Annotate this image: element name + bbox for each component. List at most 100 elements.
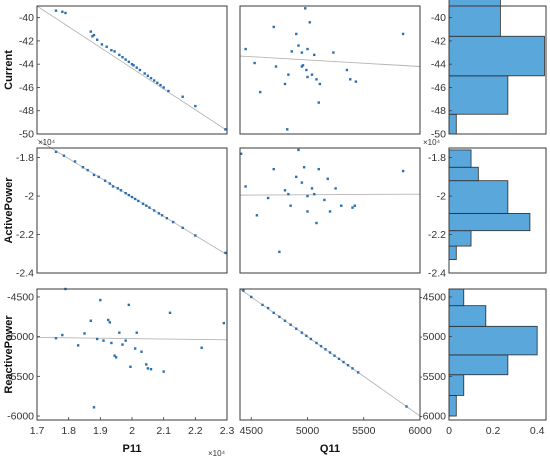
- data-point: [135, 66, 138, 69]
- data-point: [289, 323, 292, 326]
- data-point: [244, 47, 247, 51]
- panel-frame: [239, 5, 421, 135]
- data-point: [326, 177, 329, 180]
- hist-y-tick-label: -5500: [419, 371, 446, 383]
- data-point: [91, 35, 94, 38]
- data-point: [146, 74, 150, 78]
- data-point: [135, 331, 138, 334]
- hist-bar: [448, 113, 457, 135]
- x-tick-label: 5000: [296, 425, 320, 437]
- data-point: [99, 298, 102, 302]
- x-tick-label: 2.3: [220, 425, 235, 437]
- data-point: [119, 189, 123, 192]
- data-point: [156, 81, 159, 84]
- data-point: [132, 64, 135, 67]
- panel-r0-c0: -40 -42 -44 -46 -48 -50: [19, 5, 228, 141]
- data-point: [113, 354, 116, 357]
- hist-y-tick-label: -6000: [419, 411, 446, 423]
- hist-y-tick-label: -5000: [419, 331, 446, 343]
- y-tick-label: -5500: [7, 371, 34, 383]
- data-point: [272, 25, 275, 29]
- data-point: [351, 206, 354, 209]
- data-point: [297, 148, 300, 152]
- data-point: [283, 189, 287, 192]
- data-point: [295, 175, 298, 179]
- data-point: [306, 210, 309, 213]
- data-point: [61, 10, 64, 14]
- data-point: [323, 198, 326, 202]
- data-point: [95, 337, 99, 341]
- data-point: [148, 206, 151, 209]
- data-point: [102, 339, 105, 342]
- hist-y-tick-label: -42: [431, 35, 446, 47]
- data-point: [107, 318, 110, 322]
- data-point: [83, 332, 86, 335]
- data-point: [124, 58, 127, 61]
- fit-line: [239, 193, 421, 196]
- data-point: [319, 344, 323, 348]
- data-point: [302, 166, 306, 169]
- data-point: [194, 234, 197, 237]
- data-point: [165, 216, 169, 220]
- data-point: [95, 38, 99, 41]
- data-point: [129, 365, 132, 369]
- data-point: [181, 226, 184, 230]
- hist-bar: [448, 180, 509, 214]
- data-point: [324, 348, 327, 351]
- data-point: [124, 339, 127, 342]
- data-point: [89, 30, 93, 33]
- data-point: [224, 251, 227, 255]
- data-point: [162, 86, 165, 89]
- data-point: [351, 367, 354, 370]
- y-tick-label: -2.2: [16, 229, 34, 241]
- hist-y-tick-label: -2: [437, 191, 446, 203]
- data-point: [401, 169, 405, 173]
- hist-y-tick-label: -4500: [419, 291, 446, 303]
- data-point: [114, 356, 118, 359]
- data-point: [86, 168, 89, 172]
- data-point: [300, 181, 304, 184]
- data-point: [146, 367, 150, 370]
- panel-frame: [448, 5, 547, 135]
- data-point: [405, 405, 408, 408]
- y-tick-label: -2.4: [16, 268, 34, 280]
- panel-r1-c0: -1.8 -2 -2.2 -2.4: [16, 138, 228, 280]
- data-point: [54, 150, 58, 154]
- panel-frame: [239, 147, 421, 274]
- panel-frame: [448, 147, 547, 274]
- x-tick-label: 4500: [240, 425, 264, 437]
- hist-bar: [448, 374, 465, 396]
- data-point: [64, 11, 67, 15]
- panel-r2-c2: -4500 -5000 -5500 -6000: [419, 288, 547, 423]
- hist-x-tick-label: 0.2: [486, 425, 501, 437]
- data-point: [143, 72, 146, 75]
- data-point: [242, 289, 245, 292]
- x-tick-label: 2: [129, 425, 135, 437]
- y-tick-label: -48: [19, 105, 34, 117]
- data-point: [345, 68, 349, 72]
- data-point: [272, 311, 275, 315]
- data-point: [121, 56, 124, 59]
- panel-frame: [36, 288, 228, 421]
- data-point: [346, 364, 350, 367]
- hist-bar: [448, 0, 501, 37]
- data-point: [168, 311, 172, 315]
- data-point: [340, 204, 343, 207]
- hist-y-tick-label: -2.2: [428, 229, 446, 241]
- data-point: [200, 346, 203, 349]
- data-point: [318, 82, 322, 86]
- hist-x-tick-label: 0: [446, 425, 452, 437]
- data-point: [333, 354, 336, 357]
- hist-y-tick-label: -50: [431, 129, 446, 141]
- data-point: [310, 73, 314, 76]
- data-point: [108, 321, 112, 324]
- data-point: [239, 152, 243, 155]
- data-point: [259, 90, 262, 94]
- data-point: [278, 315, 281, 318]
- hist-bar: [448, 212, 531, 232]
- hist-x-tick-label: 0.4: [530, 425, 545, 437]
- data-point: [89, 319, 93, 322]
- y-axis-label-current: Current: [3, 50, 15, 90]
- data-point: [167, 89, 170, 93]
- y-tick-label: -4500: [7, 291, 34, 303]
